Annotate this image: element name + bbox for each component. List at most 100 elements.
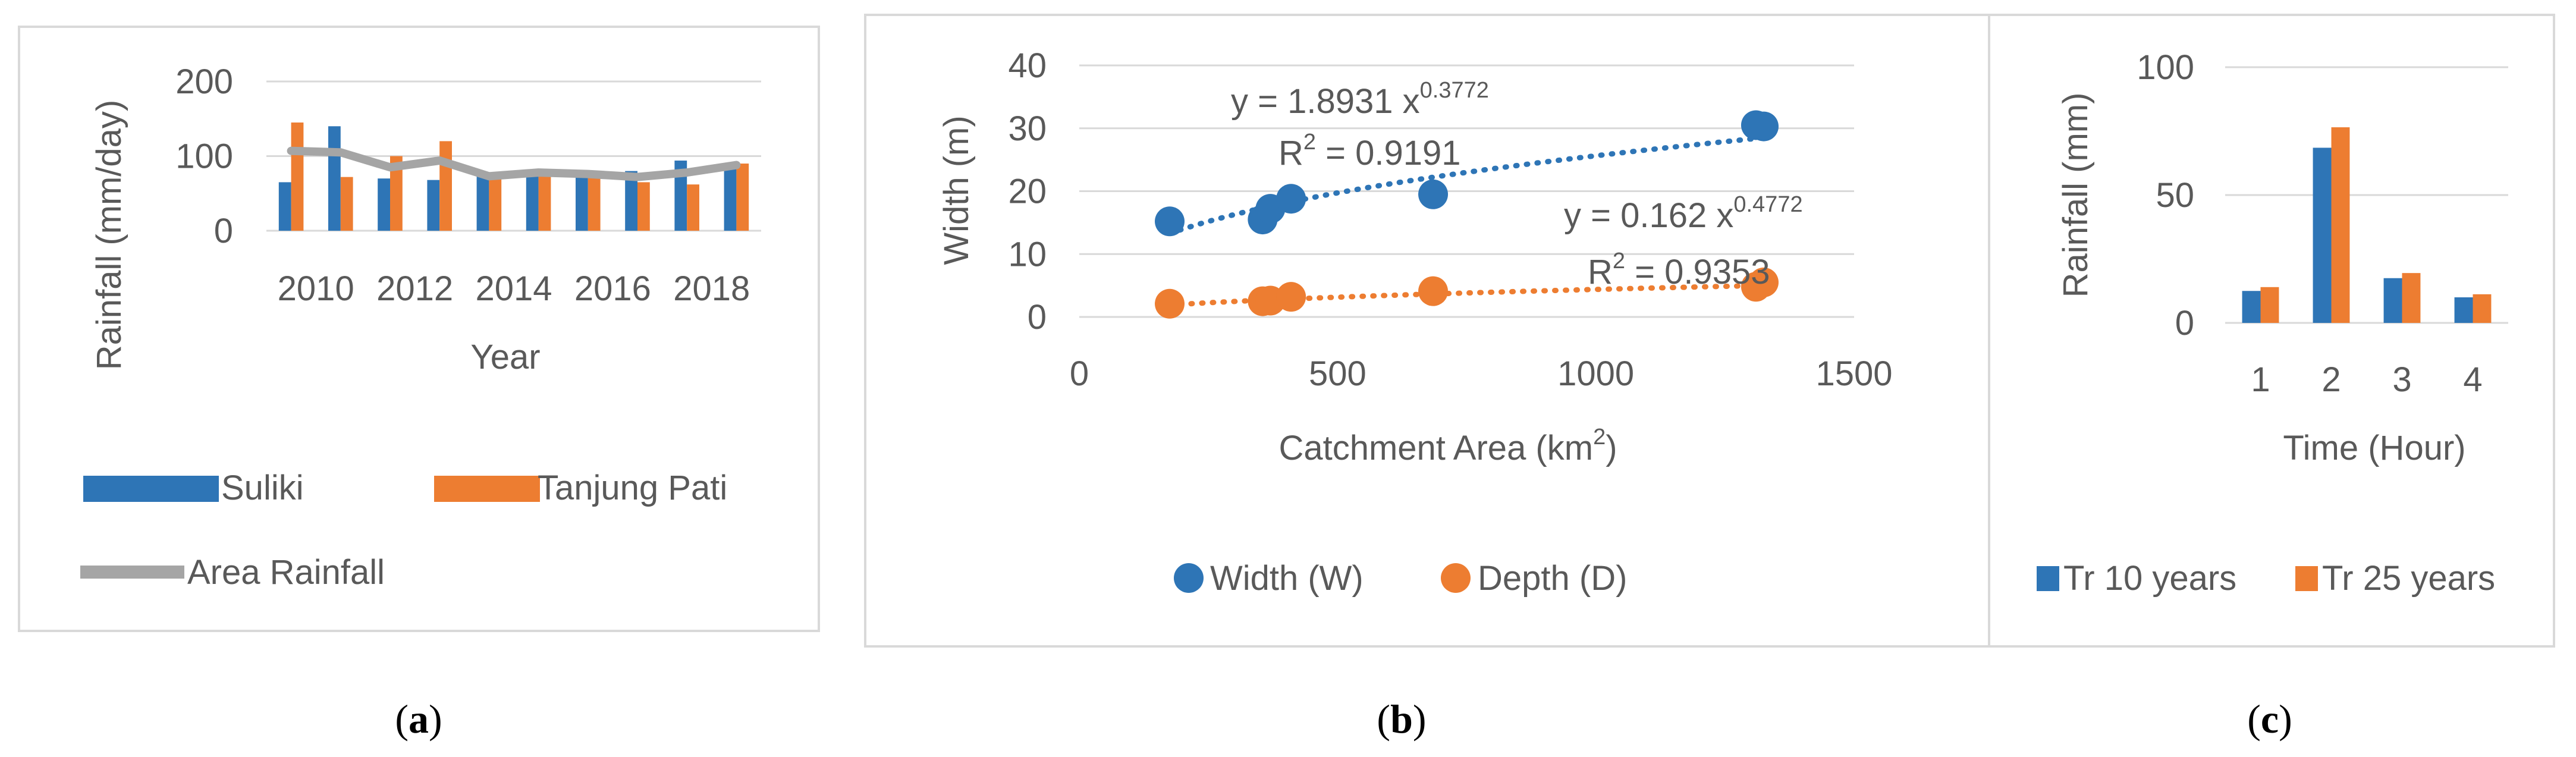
caption-b: (b) xyxy=(1377,696,1426,742)
point-depth-4 xyxy=(1418,276,1449,306)
panel-b-points xyxy=(1155,110,1779,319)
panel-a-y-axis-title: Rainfall (mm/day) xyxy=(90,100,128,370)
bar-tanjung-pati-2017 xyxy=(637,182,650,231)
bar-tr25-hour-1 xyxy=(2260,287,2279,323)
y-tick-label-c-1: 50 xyxy=(2156,176,2194,215)
legend-swatch-tr25 xyxy=(2295,566,2318,591)
point-depth-6 xyxy=(1748,267,1779,297)
panel-a-legend: Suliki Tanjung Pati Area Rainfall xyxy=(80,469,727,592)
x-tick-label-c-3: 3 xyxy=(2392,360,2411,399)
bar-tanjung-pati-2014 xyxy=(489,177,502,231)
x-tick-label-a-2016: 2016 xyxy=(574,269,651,308)
legend-label-area-rainfall: Area Rainfall xyxy=(187,553,385,592)
y-tick-label-b-1: 10 xyxy=(1008,235,1047,274)
bar-tanjung-pati-2012 xyxy=(390,156,403,231)
y-tick-label-c-0: 0 xyxy=(2175,304,2194,343)
bar-tr25-hour-2 xyxy=(2331,127,2350,323)
bar-suliki-2013 xyxy=(427,180,440,231)
bar-tanjung-pati-2013 xyxy=(439,141,452,231)
trendline-width xyxy=(1167,135,1767,237)
bar-suliki-2018 xyxy=(674,161,687,231)
y-tick-label-a-1: 100 xyxy=(175,137,233,176)
point-depth-3 xyxy=(1276,282,1306,312)
y-tick-label-b-2: 20 xyxy=(1008,172,1047,211)
bar-tr10-hour-4 xyxy=(2454,297,2473,323)
panel-a-chart: 0 100 200 2010 2012 2014 2016 2018 Year Rainfa… xyxy=(18,26,820,632)
panel-c-y-axis-title: Rainfall (mm) xyxy=(2056,93,2095,298)
y-tick-label-c-2: 100 xyxy=(2137,48,2194,87)
panel-c-bars xyxy=(2242,127,2492,323)
panel-a-line xyxy=(287,146,741,181)
panel-a-x-ticks: 2010 2012 2014 2016 2018 xyxy=(278,269,750,308)
y-tick-label-a-2: 200 xyxy=(175,62,233,101)
legend-marker-width xyxy=(1174,563,1204,593)
legend-label-suliki: Suliki xyxy=(221,469,304,507)
bar-tr10-hour-3 xyxy=(2383,278,2402,323)
panel-b-legend: Width (W) Depth (D) xyxy=(1174,559,1627,598)
panel-b-x-axis-title: Catchment Area (km2) xyxy=(1278,425,1617,467)
point-width-4 xyxy=(1418,179,1449,209)
x-tick-label-a-2012: 2012 xyxy=(376,269,453,308)
x-tick-label-a-2010: 2010 xyxy=(278,269,354,308)
y-tick-label-a-0: 0 xyxy=(214,212,233,250)
line-area-rainfall xyxy=(287,146,741,181)
legend-label-depth: Depth (D) xyxy=(1478,559,1627,598)
x-tick-label-c-2: 2 xyxy=(2321,360,2341,399)
legend-label-tr10: Tr 10 years xyxy=(2063,559,2236,598)
panel-b-gridlines xyxy=(1079,64,1854,318)
x-tick-label-a-2018: 2018 xyxy=(673,269,750,308)
panel-b-y-ticks: 0 10 20 30 40 xyxy=(1008,46,1047,337)
panel-c-frame xyxy=(1988,14,2555,648)
point-width-6 xyxy=(1748,111,1779,142)
trend-r2-depth: R2 = 0.9353 xyxy=(1588,249,1770,291)
y-tick-label-b-4: 40 xyxy=(1008,46,1047,85)
legend-marker-depth xyxy=(1441,563,1471,593)
legend-swatch-tr10 xyxy=(2037,566,2059,591)
panel-c-x-axis-title: Time (Hour) xyxy=(2283,429,2465,467)
panel-b-x-ticks: 0 500 1000 1500 xyxy=(1070,354,1893,393)
bar-suliki-2016 xyxy=(576,177,588,231)
x-tick-label-b-2: 1000 xyxy=(1557,354,1634,393)
legend-label-width: Width (W) xyxy=(1210,559,1364,598)
y-tick-label-b-3: 30 xyxy=(1008,109,1047,148)
bar-tanjung-pati-2011 xyxy=(340,177,353,231)
bar-tr10-hour-2 xyxy=(2313,147,2332,323)
bar-suliki-2011 xyxy=(328,126,341,231)
x-tick-label-b-3: 1500 xyxy=(1815,354,1892,393)
panel-b-y-axis-title: Width (m) xyxy=(937,115,976,265)
point-width-3 xyxy=(1276,184,1306,214)
caption-c: (c) xyxy=(2247,696,2292,742)
legend-label-tr25: Tr 25 years xyxy=(2322,559,2495,598)
point-depth-0 xyxy=(1155,288,1185,319)
panel-c-x-ticks: 1 2 3 4 xyxy=(2251,360,2482,399)
trend-r2-width: R2 = 0.9191 xyxy=(1278,130,1461,172)
panel-c-legend: Tr 10 years Tr 25 years xyxy=(2037,559,2495,598)
y-tick-label-b-0: 0 xyxy=(1028,298,1047,337)
bar-tanjung-pati-2018 xyxy=(687,184,699,231)
bar-tr25-hour-4 xyxy=(2473,294,2492,323)
x-tick-label-c-1: 1 xyxy=(2251,360,2270,399)
bar-tanjung-pati-2016 xyxy=(588,174,601,231)
x-tick-label-b-0: 0 xyxy=(1070,354,1089,393)
bar-suliki-2010 xyxy=(278,182,291,231)
bar-suliki-2014 xyxy=(476,174,489,231)
panel-c-y-ticks: 0 50 100 xyxy=(2137,48,2194,343)
panel-b-chart: 0 10 20 30 40 0 500 1000 1500 y = 1.8931 x0.377… xyxy=(864,14,1996,648)
bar-tr25-hour-3 xyxy=(2402,273,2421,323)
bar-suliki-2017 xyxy=(625,171,637,231)
x-tick-label-a-2014: 2014 xyxy=(475,269,552,308)
legend-swatch-suliki xyxy=(83,476,219,502)
panel-b-frame xyxy=(864,14,1996,648)
bar-suliki-2015 xyxy=(526,172,539,231)
bar-tanjung-pati-2015 xyxy=(538,174,551,231)
point-width-0 xyxy=(1155,206,1185,237)
x-tick-label-c-4: 4 xyxy=(2463,360,2482,399)
panel-a-frame xyxy=(18,26,820,632)
bar-tanjung-pati-2019 xyxy=(736,164,749,231)
panel-a-x-axis-title: Year xyxy=(470,338,540,376)
panel-c-chart: 0 50 100 1 2 3 4 Time (Hour) Rainfall (mm) Tr… xyxy=(1988,14,2555,648)
caption-a: (a) xyxy=(395,696,442,742)
legend-swatch-tanjung-pati xyxy=(434,476,540,502)
trend-equation-depth: y = 0.162 x0.4772 xyxy=(1564,192,1803,235)
